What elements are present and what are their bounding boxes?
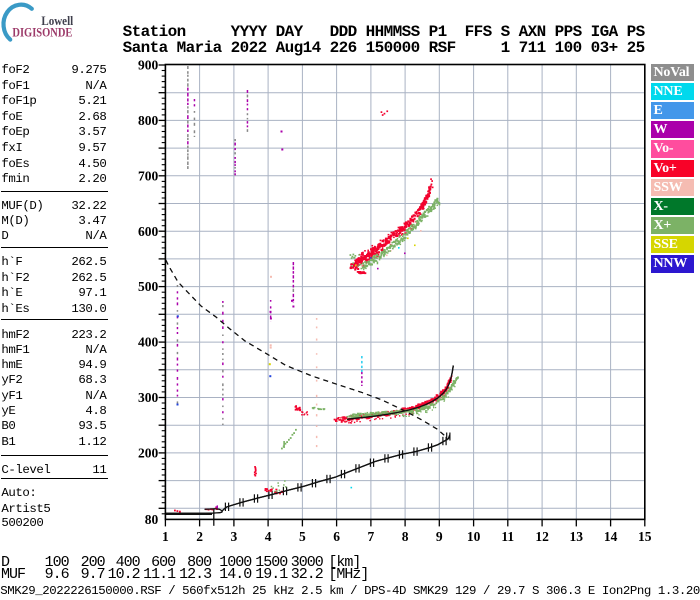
svg-text:4: 4 bbox=[265, 529, 272, 544]
svg-text:600: 600 bbox=[138, 224, 159, 239]
svg-text:15: 15 bbox=[638, 529, 652, 544]
svg-text:800: 800 bbox=[138, 113, 159, 128]
svg-text:700: 700 bbox=[138, 168, 159, 183]
svg-text:5: 5 bbox=[299, 529, 306, 544]
svg-text:10: 10 bbox=[467, 529, 481, 544]
svg-text:7: 7 bbox=[368, 529, 375, 544]
svg-text:9: 9 bbox=[436, 529, 443, 544]
svg-text:8: 8 bbox=[402, 529, 409, 544]
svg-text:400: 400 bbox=[138, 335, 159, 350]
svg-text:900: 900 bbox=[138, 58, 159, 73]
svg-text:12: 12 bbox=[535, 529, 549, 544]
svg-text:13: 13 bbox=[570, 529, 584, 544]
svg-text:11: 11 bbox=[501, 529, 514, 544]
svg-text:2: 2 bbox=[196, 529, 203, 544]
svg-text:500: 500 bbox=[138, 279, 159, 294]
svg-text:Lowell: Lowell bbox=[41, 13, 73, 28]
svg-text:200: 200 bbox=[138, 446, 159, 461]
svg-text:6: 6 bbox=[333, 529, 340, 544]
svg-text:3: 3 bbox=[231, 529, 238, 544]
svg-text:DIGISONDE: DIGISONDE bbox=[12, 25, 72, 40]
svg-text:14: 14 bbox=[604, 529, 618, 544]
svg-text:80: 80 bbox=[145, 512, 159, 527]
svg-text:300: 300 bbox=[138, 390, 159, 405]
svg-text:1: 1 bbox=[162, 529, 169, 544]
